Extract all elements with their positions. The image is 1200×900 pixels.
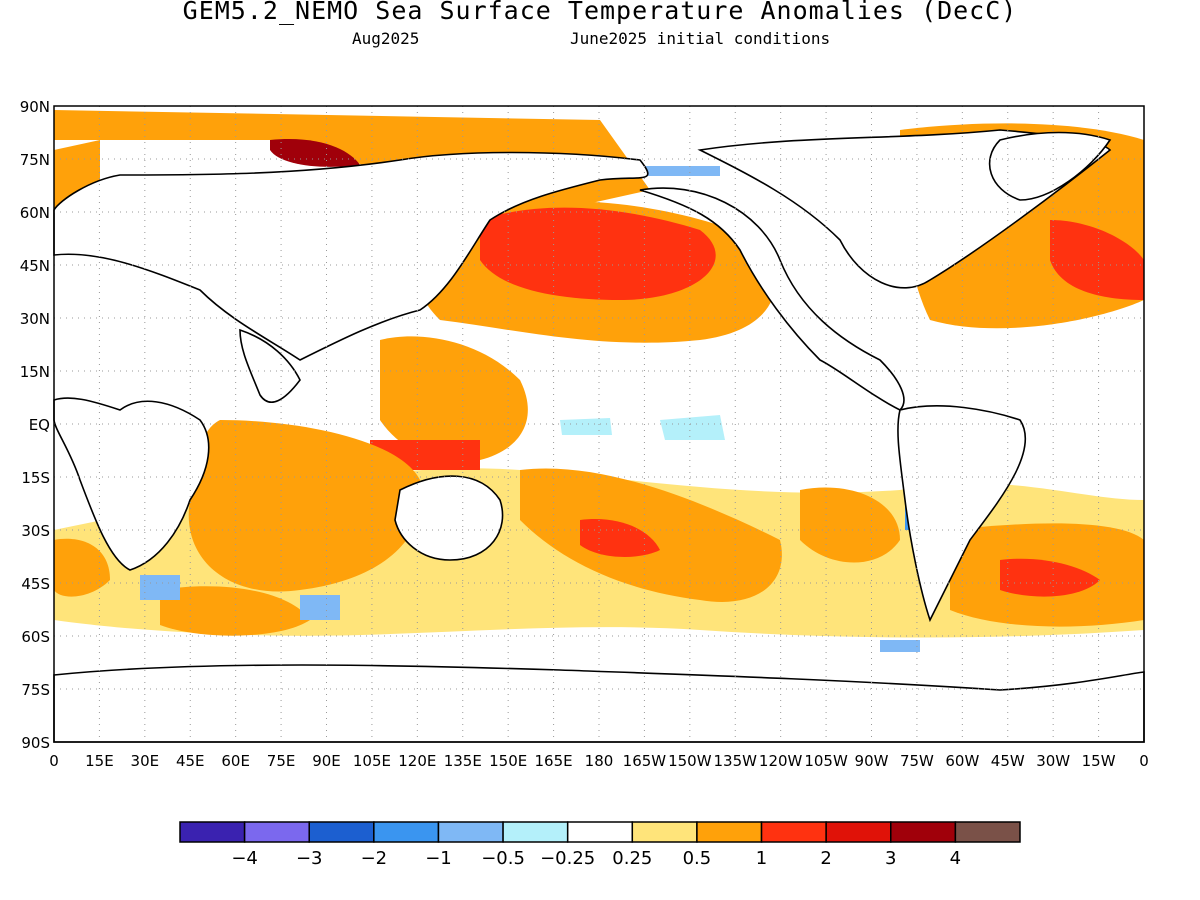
lat-label: 75S: [21, 681, 50, 699]
colorbar-label: −0.5: [481, 848, 525, 869]
map-title: GEM5.2_NEMO Sea Surface Temperature Anom…: [182, 0, 1018, 25]
valid-month-label: Aug2025: [352, 29, 420, 48]
lon-label: 60E: [221, 752, 250, 770]
colorbar-label: −3: [296, 848, 323, 869]
colorbar-label: 0.5: [683, 848, 712, 869]
colorbar-swatch: [760, 821, 827, 843]
colorbar-swatch: [373, 821, 440, 843]
lon-label: 75E: [267, 752, 296, 770]
lon-label: 75W: [900, 752, 934, 770]
colorbar-label: −4: [231, 848, 258, 869]
lat-label: 45N: [20, 257, 50, 275]
lon-label: 30E: [131, 752, 160, 770]
lat-label: 75N: [20, 151, 50, 169]
lon-label: 165W: [623, 752, 667, 770]
colorbar-label: −2: [361, 848, 388, 869]
lat-label: 45S: [21, 575, 50, 593]
lon-label: 90E: [312, 752, 341, 770]
coastlines: [53, 129, 1145, 743]
lat-label: 30S: [21, 522, 50, 540]
init-conditions-label: June2025 initial conditions: [570, 29, 831, 48]
colorbar-swatch: [825, 821, 892, 843]
lon-label: 0: [49, 752, 59, 770]
lat-label: 60S: [21, 628, 50, 646]
colorbar-swatch: [890, 821, 957, 843]
colorbar-swatch: [566, 821, 634, 843]
lon-label: 180: [585, 752, 614, 770]
colorbar: −4 −3 −2 −1 −0.5 −0.25 0.25 0.5 1 2 3 4: [179, 821, 1021, 869]
latitude-labels: 90N 75N 60N 45N 30N 15N EQ 15S 30S 45S 60S 75S 90S: [20, 98, 50, 752]
longitude-labels: 0 15E 30E 45E 60E 75E 90E 105E 120E 135E 150E 165E 1…: [49, 752, 1149, 770]
lat-label: 90N: [20, 98, 50, 116]
colorbar-label: 2: [820, 848, 831, 869]
lon-label: 150W: [668, 752, 712, 770]
lon-label: 120E: [398, 752, 436, 770]
lon-label: 60W: [945, 752, 979, 770]
colorbar-swatch: [954, 821, 1021, 843]
colorbar-swatch: [631, 821, 698, 843]
colorbar-label: 0.25: [612, 848, 652, 869]
lon-label: 30W: [1036, 752, 1070, 770]
colorbar-swatch: [179, 821, 246, 843]
lat-label: 60N: [20, 204, 50, 222]
lon-label: 15W: [1082, 752, 1116, 770]
lon-gridlines: [98, 106, 1100, 742]
colorbar-label: 3: [885, 848, 896, 869]
colorbar-swatch: [696, 821, 763, 843]
map-border: [53, 105, 1145, 743]
colorbar-label: 4: [950, 848, 961, 869]
lon-label: 105W: [804, 752, 848, 770]
colorbar-label: −0.25: [540, 848, 595, 869]
lat-label: 30N: [20, 310, 50, 328]
colorbar-swatch: [502, 821, 569, 843]
lat-label: 15S: [21, 469, 50, 487]
lat-label: 15N: [20, 363, 50, 381]
lat-label: EQ: [29, 416, 50, 434]
lon-label: 90W: [855, 752, 889, 770]
lon-label: 45W: [991, 752, 1025, 770]
lon-label: 150E: [489, 752, 527, 770]
lon-label: 120W: [759, 752, 803, 770]
colorbar-swatch: [308, 821, 375, 843]
lon-label: 0: [1139, 752, 1149, 770]
lon-label: 165E: [535, 752, 573, 770]
lon-label: 135E: [444, 752, 482, 770]
lon-label: 15E: [85, 752, 114, 770]
lon-label: 135W: [714, 752, 758, 770]
lon-label: 105E: [353, 752, 391, 770]
colorbar-label: 1: [756, 848, 767, 869]
colorbar-label: −1: [425, 848, 452, 869]
colorbar-swatch: [243, 821, 310, 843]
lat-label: 90S: [21, 734, 50, 752]
lon-label: 45E: [176, 752, 205, 770]
colorbar-swatch: [437, 821, 504, 843]
